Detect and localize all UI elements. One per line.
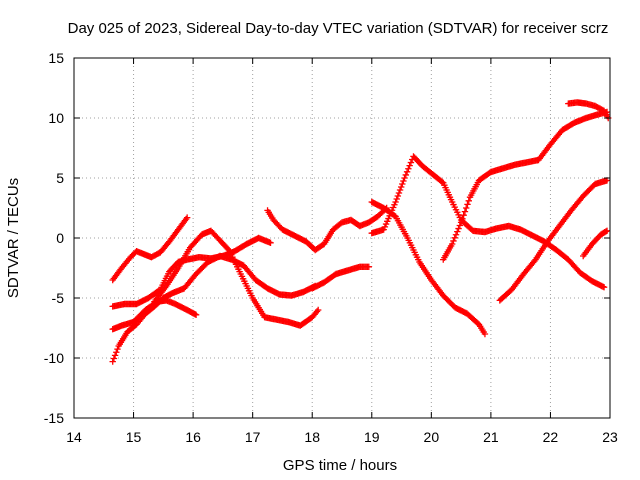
data-point [603,227,611,234]
data-point [459,215,466,222]
data-point [450,237,457,245]
data-point [394,192,402,200]
data-point [395,189,403,197]
data-point [403,168,411,176]
y-tick-label: 0 [56,230,64,246]
data-point [438,178,446,186]
series-track-1 [109,214,191,284]
data-point [110,355,118,362]
data-point [457,219,465,226]
x-tick-label: 18 [304,429,320,445]
y-tick-label: 10 [48,110,64,126]
x-tick-label: 21 [483,429,499,445]
data-point [109,358,116,365]
data-point [451,234,458,242]
data-point [454,228,461,235]
data-point [464,201,471,208]
data-point [448,240,456,248]
data-point [365,263,372,270]
data-point [400,177,407,185]
y-tick-label: 5 [56,170,64,186]
data-point [463,204,470,212]
series-track-4 [109,252,319,365]
series-track-10 [440,108,611,263]
series-track-8 [368,198,489,338]
x-tick-label: 15 [126,429,142,445]
data-point [111,352,119,359]
x-tick-label: 20 [424,429,440,445]
data-point [452,231,460,238]
x-tick-label: 17 [245,429,261,445]
data-point [399,180,406,188]
data-point [313,308,321,315]
data-point [531,257,538,265]
data-point [393,195,400,203]
y-axis-title: SDTVAR / TECUs [5,178,22,298]
data-point [600,284,608,291]
data-point [407,159,415,166]
x-tick-label: 14 [66,429,82,445]
x-tick-label: 22 [543,429,559,445]
data-point [405,165,412,172]
data-point [455,225,462,232]
x-axis-title: GPS time / hours [283,457,397,474]
data-point [481,330,489,338]
series-track-11 [496,177,611,304]
x-tick-label: 16 [185,429,201,445]
x-tick-label: 23 [602,429,618,445]
series-track-7 [309,263,372,292]
data-point [402,171,410,179]
x-tick-label: 19 [364,429,380,445]
data-point [456,222,464,229]
series-track-13 [580,227,611,260]
y-tick-label: -15 [44,410,64,426]
data-point [192,311,200,318]
data-point [267,239,274,246]
data-point [465,197,472,204]
chart-title: Day 025 of 2023, Sidereal Day-to-day VTE… [68,20,609,37]
gridlines [74,58,610,418]
data-point [460,212,467,219]
data-point [406,162,413,169]
data-points [109,99,612,365]
data-point [397,183,405,191]
data-point [183,214,191,221]
data-point [396,186,404,194]
data-point [314,306,322,314]
series-track-5 [151,227,322,329]
data-point [224,245,231,252]
data-point [461,208,469,215]
y-tick-label: -10 [44,350,64,366]
axis-ticks: 14 15 16 17 18 19 20 21 22 23 -15 -10 -5 0 5 10 15 [44,50,618,445]
series-track-9 [368,153,608,291]
data-point [114,345,121,353]
series-track-6 [264,204,390,254]
data-point [113,349,120,356]
y-tick-label: -5 [52,290,65,306]
data-point [401,174,408,182]
data-point [392,198,399,206]
y-tick-label: 15 [48,50,64,66]
data-point [602,228,610,235]
